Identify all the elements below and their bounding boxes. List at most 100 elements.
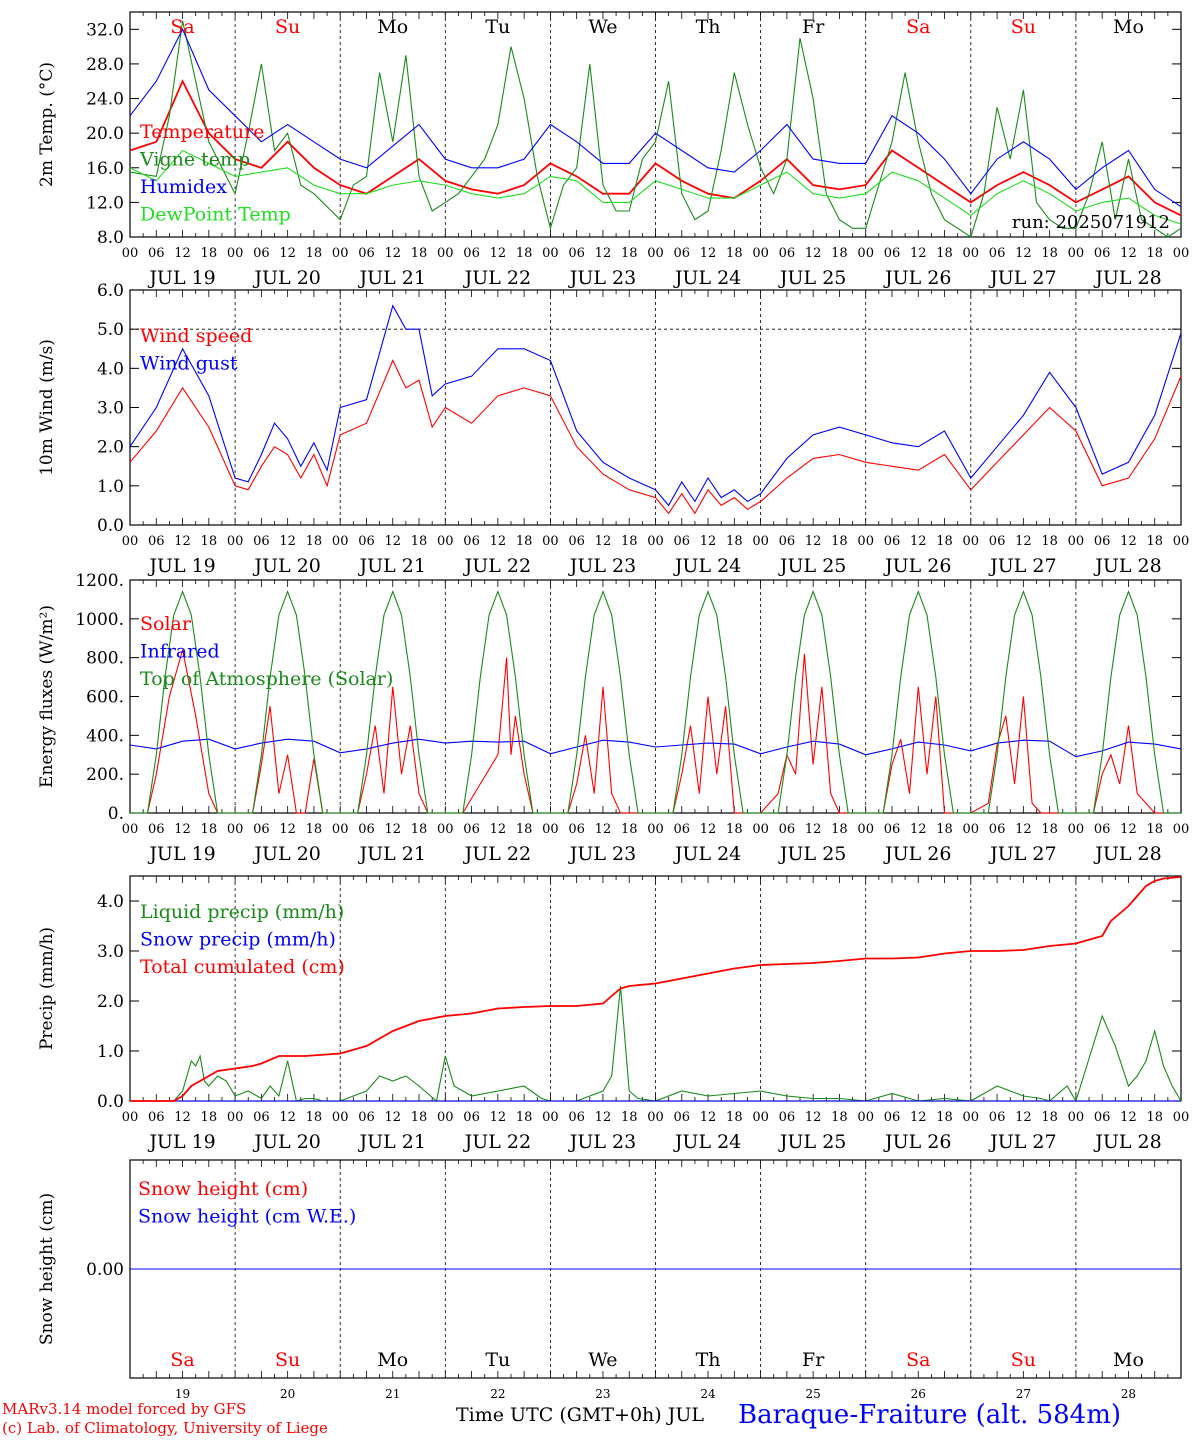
credit-line-2: (c) Lab. of Climatology, University of L…: [2, 1419, 328, 1437]
day-footer: Su: [1011, 1349, 1036, 1371]
series-line: [129, 149, 1182, 225]
hour-tick-label: 00: [542, 1110, 559, 1125]
y-axis-label: Precip (mm/h): [37, 927, 57, 1050]
hour-tick-label: 18: [516, 822, 533, 837]
hour-tick-label: 18: [201, 246, 218, 261]
hour-tick-label: 18: [411, 246, 428, 261]
hour-tick-label: 00: [227, 822, 244, 837]
date-label: JUL 20: [252, 555, 320, 577]
hour-tick-label: 12: [279, 1110, 296, 1125]
day-footer: Sa: [906, 1349, 930, 1371]
hour-tick-label: 00: [1173, 246, 1190, 261]
series-line: [129, 359, 1182, 515]
hour-tick-label: 12: [1120, 1110, 1137, 1125]
hour-tick-label: 12: [384, 534, 401, 549]
hour-tick-label: 12: [910, 1110, 927, 1125]
date-label: JUL 22: [463, 1131, 531, 1153]
legend-entry: Humidex: [140, 176, 227, 198]
series-line: [129, 20, 1182, 238]
date-label: JUL 22: [463, 843, 531, 865]
hour-tick-label: 12: [700, 246, 717, 261]
hour-tick-label: 00: [963, 1110, 980, 1125]
hour-tick-label: 18: [831, 534, 848, 549]
hour-tick-label: 18: [1041, 534, 1058, 549]
hour-tick-label: 06: [1094, 1110, 1111, 1125]
legend-entry: Top of Atmosphere (Solar): [140, 668, 393, 690]
hour-tick-label: 00: [647, 822, 664, 837]
date-label: JUL 23: [568, 1131, 636, 1153]
hour-tick-label: 18: [1146, 534, 1163, 549]
hour-tick-label: 00: [227, 534, 244, 549]
hour-tick-label: 18: [516, 1110, 533, 1125]
hour-tick-label: 18: [306, 1110, 323, 1125]
hour-tick-label: 06: [989, 246, 1006, 261]
date-label: JUL 26: [883, 267, 951, 289]
date-label: JUL 24: [673, 267, 741, 289]
hour-tick-label: 06: [358, 246, 375, 261]
day-footer: Th: [696, 1349, 721, 1371]
legend-entry: Snow height (cm): [138, 1178, 308, 1200]
day-header: Su: [1011, 16, 1036, 38]
hour-tick-label: 06: [989, 822, 1006, 837]
hour-tick-label: 06: [884, 1110, 901, 1125]
hour-tick-label: 06: [779, 822, 796, 837]
hour-tick-label: 06: [568, 822, 585, 837]
date-label: JUL 28: [1093, 267, 1161, 289]
hour-tick-label: 12: [595, 1110, 612, 1125]
hour-tick-label: 12: [700, 1110, 717, 1125]
day-number: 27: [1016, 1387, 1031, 1401]
date-label: JUL 25: [778, 555, 846, 577]
day-header: Sa: [906, 16, 930, 38]
hour-tick-label: 00: [437, 534, 454, 549]
date-label: JUL 24: [673, 843, 741, 865]
hour-tick-label: 06: [884, 246, 901, 261]
y-tick-label: 0.: [108, 804, 124, 824]
hour-tick-label: 12: [490, 822, 507, 837]
series-line: [129, 28, 1182, 208]
hour-tick-label: 06: [358, 822, 375, 837]
hour-tick-label: 06: [463, 246, 480, 261]
hour-tick-label: 12: [700, 822, 717, 837]
hour-tick-label: 12: [1015, 1110, 1032, 1125]
hour-tick-label: 12: [1120, 822, 1137, 837]
hour-tick-label: 06: [568, 246, 585, 261]
day-number: 20: [280, 1387, 295, 1401]
hour-tick-label: 18: [1041, 1110, 1058, 1125]
y-tick-label: 0.00: [86, 1260, 124, 1280]
hour-tick-label: 00: [752, 246, 769, 261]
y-axis-label: Snow height (cm): [37, 1193, 57, 1345]
hour-tick-label: 12: [384, 1110, 401, 1125]
hour-tick-label: 06: [674, 822, 691, 837]
legend-entry: Total cumulated (cm): [140, 956, 345, 978]
day-number: 24: [700, 1387, 716, 1401]
y-tick-label: 3.0: [97, 942, 124, 962]
date-label: JUL 22: [463, 555, 531, 577]
hour-tick-label: 12: [805, 822, 822, 837]
hour-tick-label: 00: [1068, 534, 1085, 549]
date-label: JUL 21: [358, 555, 426, 577]
hour-tick-label: 00: [963, 246, 980, 261]
hour-tick-label: 18: [726, 534, 743, 549]
date-label: JUL 21: [358, 1131, 426, 1153]
day-footer: Su: [275, 1349, 300, 1371]
hour-tick-label: 00: [752, 822, 769, 837]
hour-tick-label: 18: [306, 246, 323, 261]
date-label: JUL 19: [147, 267, 215, 289]
hour-tick-label: 18: [831, 822, 848, 837]
hour-tick-label: 18: [936, 246, 953, 261]
y-tick-label: 1.0: [97, 477, 124, 497]
hour-tick-label: 00: [963, 822, 980, 837]
hour-tick-label: 06: [779, 1110, 796, 1125]
hour-tick-label: 12: [805, 246, 822, 261]
hour-tick-label: 12: [910, 822, 927, 837]
hour-tick-label: 12: [490, 246, 507, 261]
day-footer: We: [588, 1349, 617, 1371]
hour-tick-label: 18: [831, 1110, 848, 1125]
y-axis-label: 2m Temp. (°C): [37, 62, 57, 187]
hour-tick-label: 06: [989, 1110, 1006, 1125]
date-label: JUL 24: [673, 1131, 741, 1153]
hour-tick-label: 00: [857, 534, 874, 549]
hour-tick-label: 18: [411, 822, 428, 837]
day-number: 26: [911, 1387, 926, 1401]
